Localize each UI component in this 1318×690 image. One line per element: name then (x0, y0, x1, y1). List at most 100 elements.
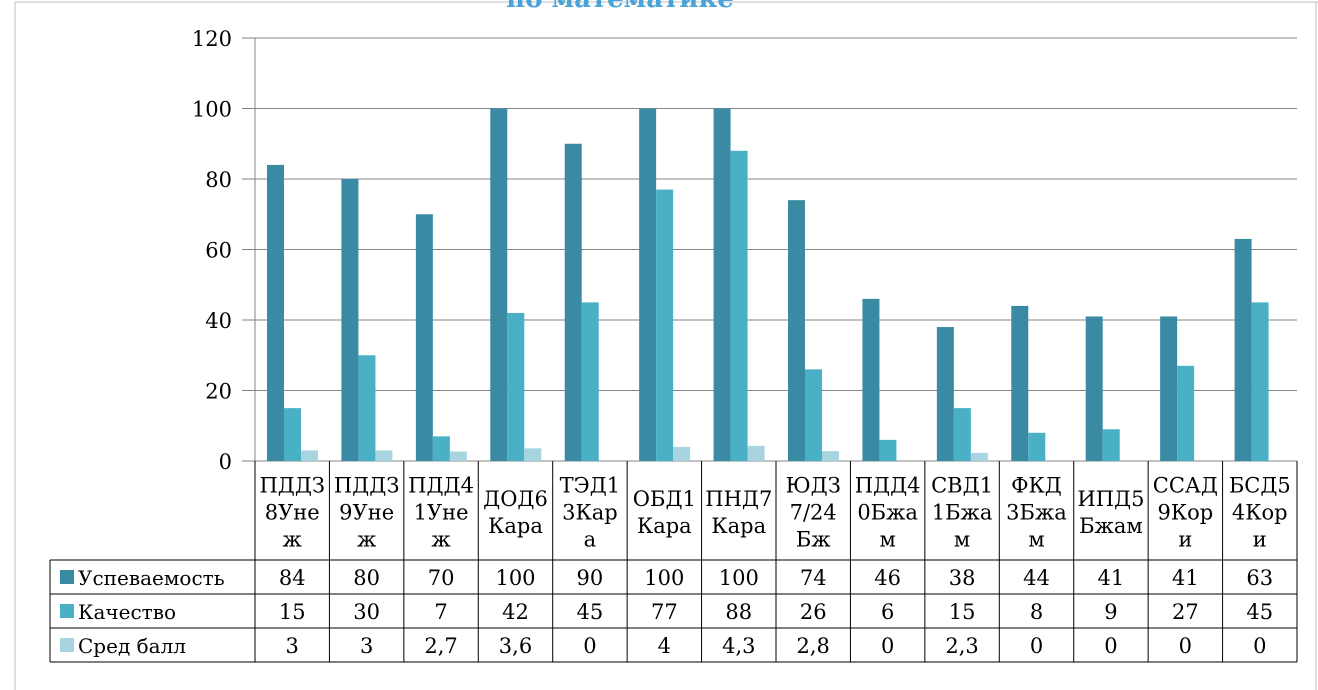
data-table-value: 44 (1023, 566, 1050, 590)
data-table-value: 45 (577, 600, 604, 624)
category-label: ИПД5 Бжам (1077, 487, 1144, 538)
bar-1-8 (788, 200, 805, 461)
data-table-value: 77 (651, 600, 678, 624)
bar-2-4 (507, 312, 525, 461)
bar-3-4 (524, 448, 542, 461)
data-table-value: 2,3 (945, 634, 978, 658)
category-label: ОБД1 Кара (633, 487, 696, 538)
bar-1-9 (862, 298, 880, 461)
data-table-value: 3 (286, 634, 299, 658)
legend-label-3: Сред балл (78, 634, 186, 658)
data-table-value: 100 (495, 566, 535, 590)
data-table-value: 84 (279, 566, 306, 590)
bar-2-10 (953, 408, 971, 461)
bar-3-7 (747, 445, 765, 461)
data-table-value: 41 (1098, 566, 1125, 590)
bar-2-2 (358, 355, 376, 461)
category-label: ДОД6 Кара (483, 487, 548, 538)
y-tick-label: 20 (205, 380, 232, 404)
bar-1-12 (1085, 316, 1103, 461)
y-tick-label: 120 (192, 27, 232, 51)
bar-1-7 (713, 108, 731, 461)
bar-3-1 (301, 450, 318, 461)
bar-3-2 (375, 450, 393, 461)
legend-key-2 (60, 604, 74, 618)
bar-3-10 (970, 452, 988, 461)
legend-key-1 (60, 570, 74, 584)
data-table-value: 27 (1172, 600, 1199, 624)
data-table-value: 38 (949, 566, 976, 590)
data-table-value: 41 (1172, 566, 1199, 590)
data-table-value: 88 (725, 600, 752, 624)
data-table-value: 3,6 (499, 634, 532, 658)
y-tick-label: 0 (219, 450, 232, 474)
category-label: ПДДЗ 8Уне ж (259, 474, 325, 552)
category-label: ФКД 3Бжа м (1006, 474, 1067, 552)
data-table-value: 15 (949, 600, 976, 624)
data-table-value: 100 (719, 566, 759, 590)
data-table-value: 2,8 (797, 634, 830, 658)
bar-2-14 (1251, 302, 1269, 461)
bar-1-14 (1234, 238, 1252, 461)
bars (267, 108, 1269, 462)
y-axis-tick-labels: 0 20 40 60 80 100 120 (192, 27, 232, 474)
data-table-value: 0 (1104, 634, 1117, 658)
bar-1-5 (564, 143, 582, 461)
y-tick-label: 40 (205, 309, 232, 333)
data-table-value: 9 (1104, 600, 1117, 624)
data-table-value: 45 (1246, 600, 1273, 624)
category-label: ССАД 9Кор и (1153, 474, 1218, 552)
data-table-value: 0 (1179, 634, 1192, 658)
bar-2-12 (1102, 429, 1120, 461)
data-table-value: 0 (1253, 634, 1266, 658)
bar-3-6 (673, 446, 691, 461)
bar-2-9 (879, 439, 897, 461)
data-table-value: 74 (800, 566, 827, 590)
data-table-value: 6 (881, 600, 894, 624)
category-label: ПДД4 1Уне ж (408, 474, 474, 552)
data-table-value: 15 (279, 600, 306, 624)
bar-3-3 (449, 451, 467, 461)
data-table-value: 0 (1030, 634, 1043, 658)
y-tick-label: 60 (205, 239, 232, 263)
bar-2-7 (730, 150, 748, 462)
data-table-value: 30 (353, 600, 380, 624)
y-tick-label: 100 (192, 98, 232, 122)
bar-2-8 (805, 369, 822, 461)
data-table-value: 0 (881, 634, 894, 658)
bar-1-13 (1160, 316, 1178, 461)
bar-1-6 (639, 108, 657, 461)
data-table-value: 46 (874, 566, 901, 590)
bar-1-10 (936, 327, 954, 461)
chart-title: по математике (506, 0, 734, 14)
data-table-value: 3 (360, 634, 373, 658)
bar-2-6 (656, 189, 674, 461)
bar-2-11 (1028, 432, 1046, 461)
category-label: ТЭД1 3Кар а (560, 474, 621, 552)
bar-2-13 (1177, 365, 1195, 461)
data-table-value: 100 (644, 566, 684, 590)
bar-1-11 (1011, 305, 1029, 461)
data-table-value: 7 (434, 600, 447, 624)
bar-2-5 (581, 302, 599, 461)
bar-1-3 (415, 214, 433, 461)
bar-1-4 (490, 108, 508, 461)
data-table-value: 4 (658, 634, 671, 658)
category-label: ПДДЗ 9Уне ж (334, 474, 400, 552)
y-tick-label: 80 (205, 168, 232, 192)
data-table-value: 2,7 (424, 634, 457, 658)
bar-1-2 (341, 179, 359, 461)
data-table-value: 4,3 (722, 634, 755, 658)
bar-2-1 (284, 408, 301, 461)
data-table-value: 8 (1030, 600, 1043, 624)
bar-2-3 (432, 436, 450, 461)
legend-key-3 (60, 638, 74, 652)
data-table-value: 0 (583, 634, 596, 658)
data-table-value: 70 (428, 566, 455, 590)
data-table-value: 63 (1246, 566, 1273, 590)
data-table-value: 26 (800, 600, 827, 624)
bar-3-8 (822, 451, 839, 461)
legend-label-1: Успеваемость (78, 566, 225, 590)
